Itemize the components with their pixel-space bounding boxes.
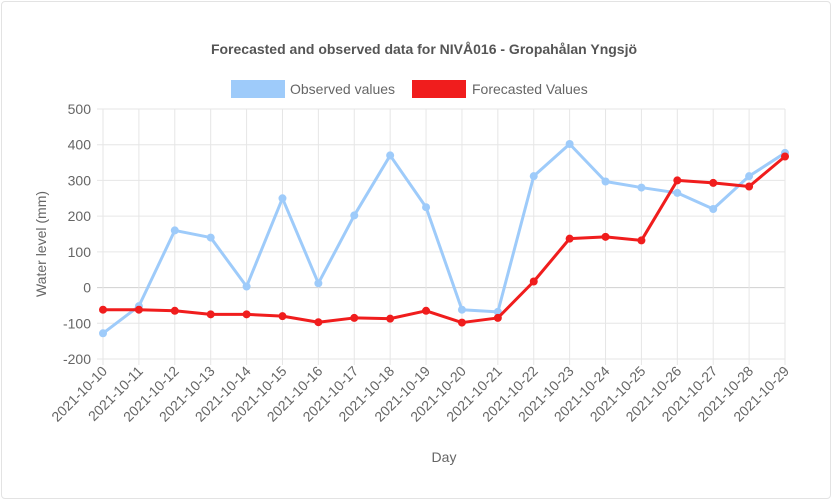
data-point-forecasted-values[interactable] (99, 305, 107, 314)
y-tick-label: 0 (83, 280, 91, 296)
data-point-forecasted-values[interactable] (386, 314, 395, 323)
data-point-observed-values[interactable] (637, 183, 646, 192)
legend-item-observed[interactable]: Observed values (231, 80, 395, 98)
data-point-observed-values[interactable] (601, 177, 610, 186)
y-axis-ticks: 500 400 300 200 100 0 -100 -200 (63, 101, 91, 367)
data-point-forecasted-values[interactable] (529, 277, 538, 286)
legend-item-forecasted[interactable]: Forecasted Values (412, 80, 588, 98)
y-tick-label: 200 (68, 208, 92, 224)
data-point-observed-values[interactable] (745, 172, 754, 181)
data-point-forecasted-values[interactable] (206, 310, 215, 319)
y-tick-label: 300 (68, 172, 92, 188)
series-line-observed-values (102, 142, 786, 335)
legend-swatch-observed (231, 80, 285, 98)
legend-label-forecasted: Forecasted Values (472, 81, 588, 97)
data-point-forecasted-values[interactable] (457, 318, 466, 327)
data-point-forecasted-values[interactable] (170, 306, 179, 315)
series-group (99, 140, 789, 338)
data-point-forecasted-values[interactable] (242, 310, 251, 319)
data-point-observed-values[interactable] (278, 194, 287, 203)
y-axis-title: Water level (mm) (33, 191, 49, 297)
y-tick-label: -200 (63, 351, 91, 367)
data-point-observed-values[interactable] (170, 226, 179, 235)
data-point-observed-values[interactable] (422, 203, 431, 212)
series-forecasted-values (99, 152, 789, 327)
data-point-forecasted-values[interactable] (781, 152, 789, 161)
data-point-forecasted-values[interactable] (709, 178, 718, 187)
y-tick-label: -100 (63, 315, 91, 331)
data-point-observed-values[interactable] (529, 172, 538, 181)
data-point-observed-values[interactable] (709, 205, 718, 213)
data-point-forecasted-values[interactable] (278, 312, 287, 321)
chart-title: Forecasted and observed data for NIVÅ016… (211, 41, 637, 57)
data-point-forecasted-values[interactable] (493, 313, 502, 322)
legend: Observed values Forecasted Values (231, 80, 588, 98)
y-tick-label: 500 (68, 101, 92, 117)
data-point-forecasted-values[interactable] (565, 234, 574, 243)
data-point-forecasted-values[interactable] (673, 176, 682, 185)
data-point-observed-values[interactable] (565, 140, 574, 148)
data-point-observed-values[interactable] (386, 151, 395, 160)
series-observed-values (99, 140, 789, 338)
data-point-forecasted-values[interactable] (637, 236, 646, 245)
legend-label-observed: Observed values (290, 81, 395, 97)
data-point-observed-values[interactable] (99, 329, 107, 338)
data-point-observed-values[interactable] (457, 305, 466, 314)
data-point-forecasted-values[interactable] (745, 182, 754, 191)
y-tick-label: 100 (68, 244, 92, 260)
data-point-forecasted-values[interactable] (601, 232, 610, 241)
x-axis-ticks: 2021-10-102021-10-112021-10-122021-10-13… (48, 363, 792, 425)
y-tick-label: 400 (68, 137, 92, 153)
data-point-observed-values[interactable] (206, 233, 215, 242)
x-axis-title: Day (432, 449, 457, 465)
grid (97, 108, 786, 365)
data-point-observed-values[interactable] (673, 188, 682, 197)
data-point-observed-values[interactable] (350, 211, 359, 220)
data-point-forecasted-values[interactable] (350, 313, 359, 322)
data-point-forecasted-values[interactable] (134, 305, 143, 314)
data-point-observed-values[interactable] (314, 279, 323, 288)
data-point-observed-values[interactable] (242, 282, 251, 291)
series-line-forecasted-values (103, 155, 786, 325)
data-point-forecasted-values[interactable] (422, 306, 431, 315)
data-point-forecasted-values[interactable] (314, 318, 323, 327)
legend-swatch-forecasted (412, 80, 466, 98)
